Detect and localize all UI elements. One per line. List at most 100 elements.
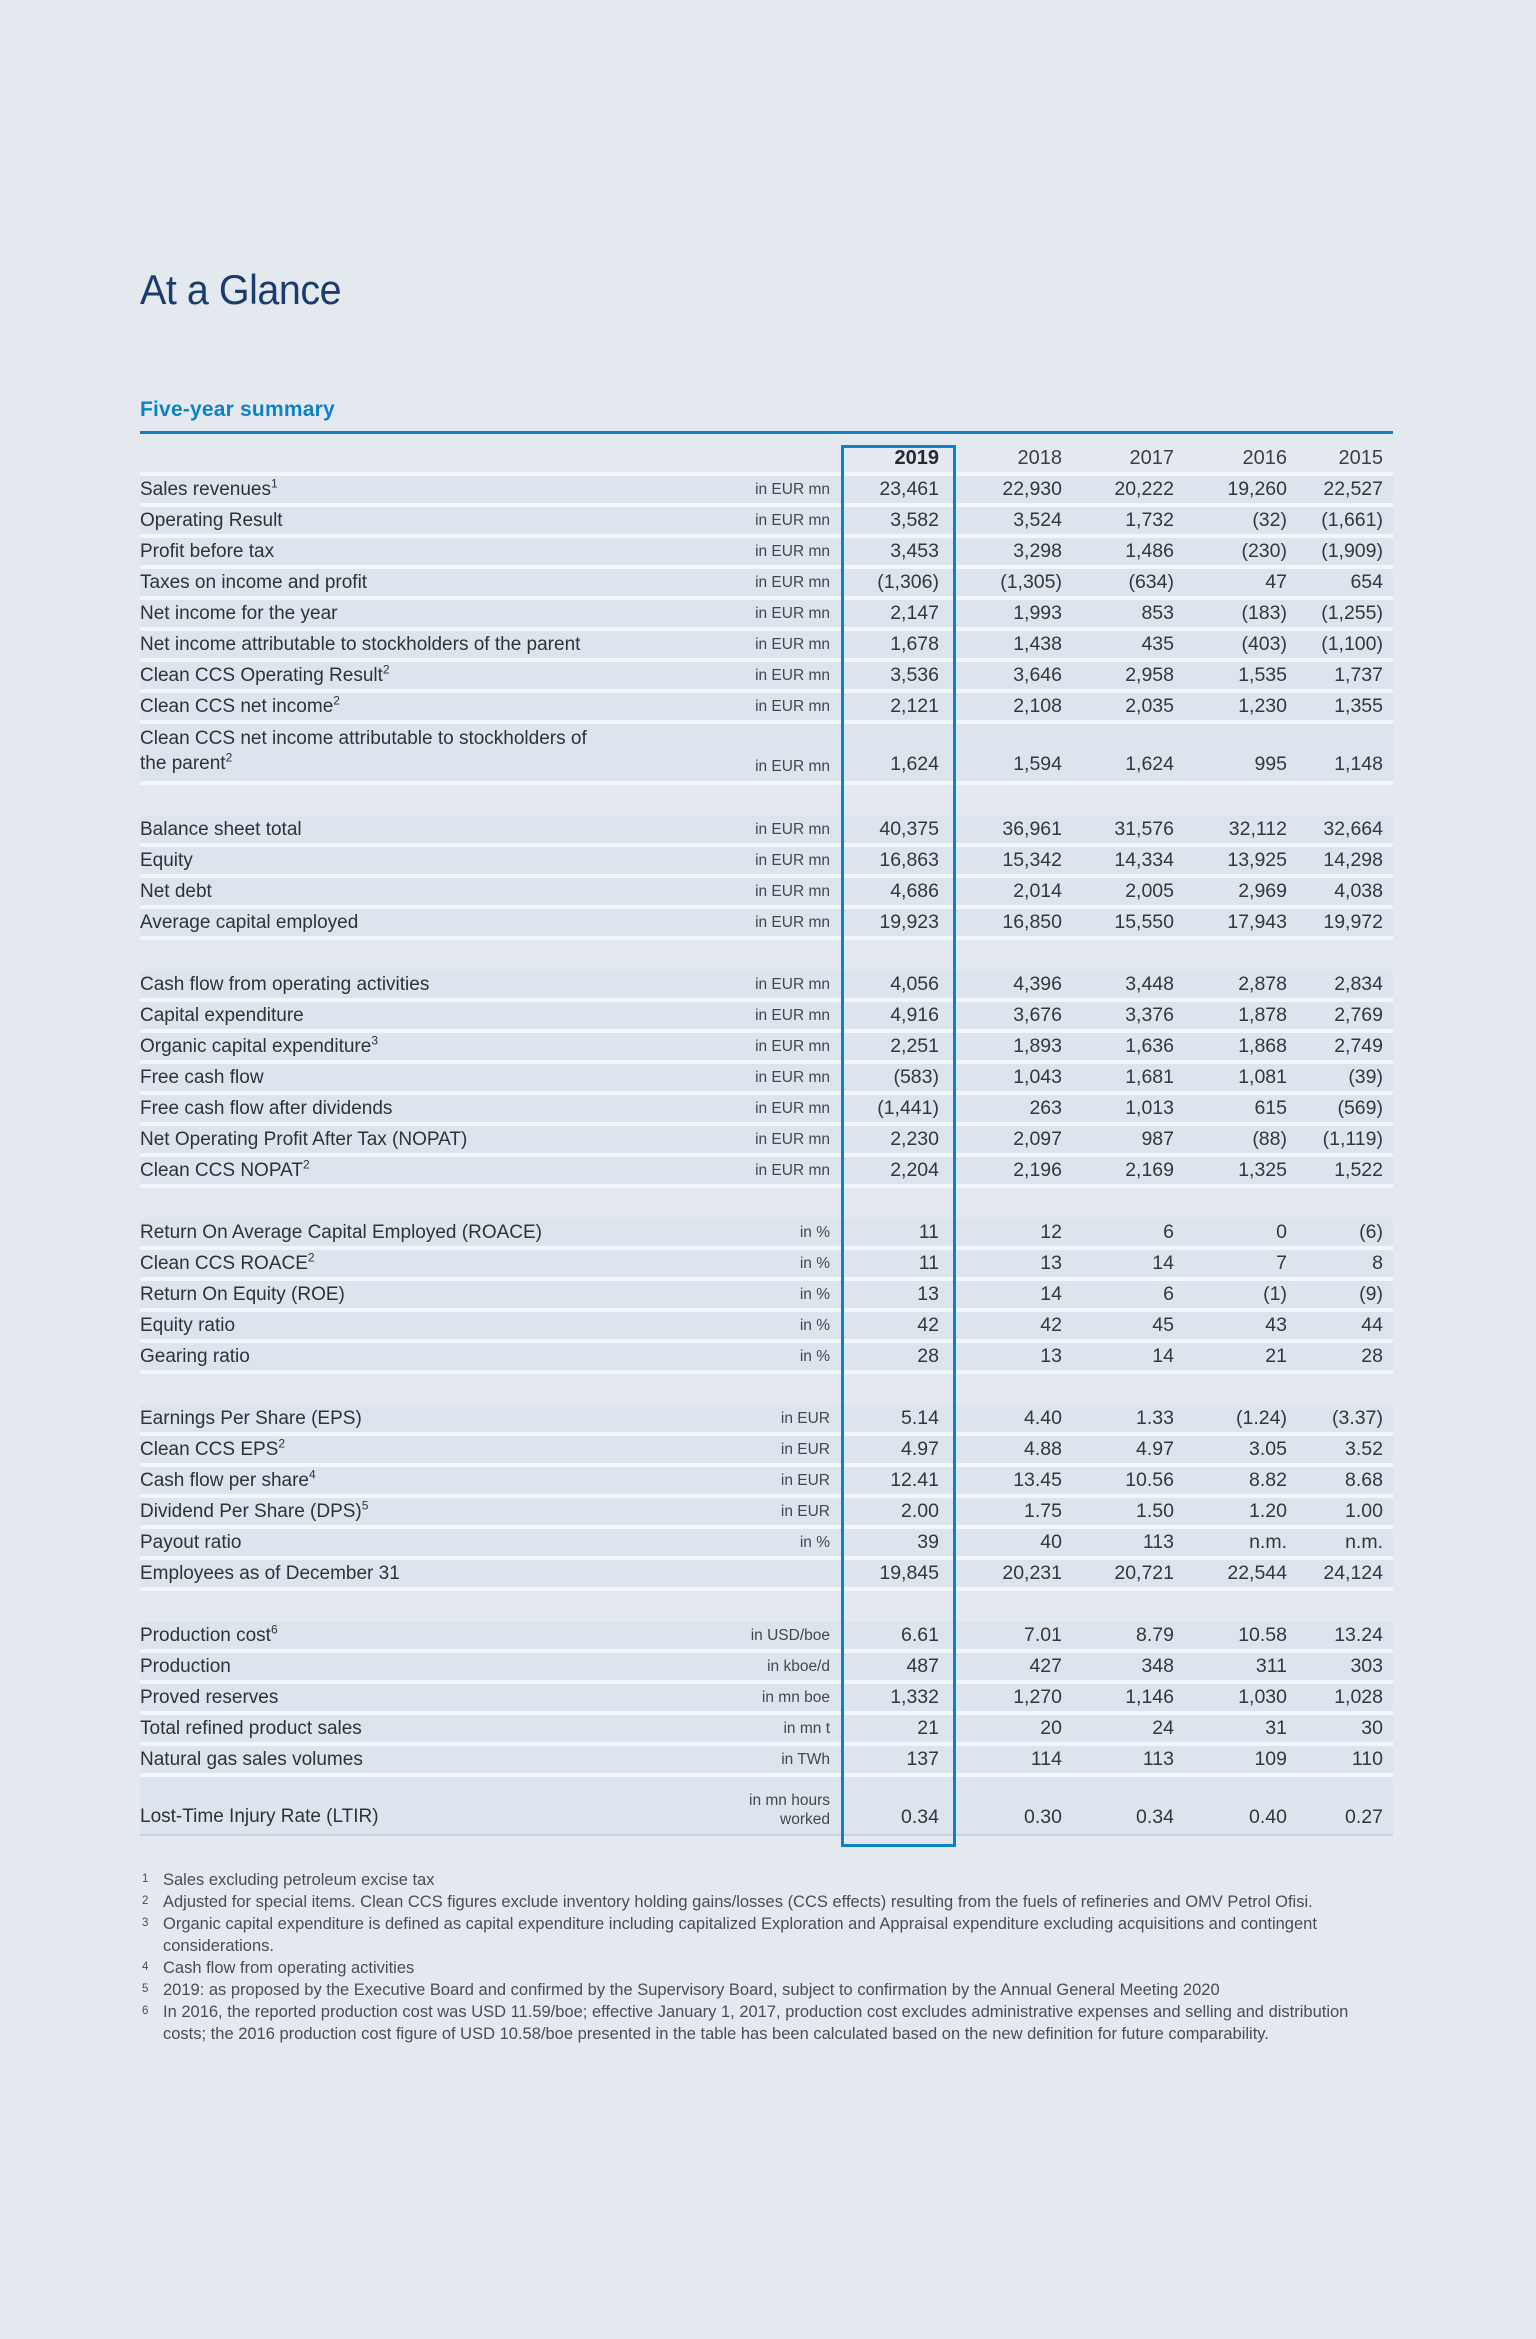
row-value-2016: 10.58 xyxy=(1174,1622,1287,1653)
row-value-2018: 2,014 xyxy=(956,878,1062,909)
footnote-text: Adjusted for special items. Clean CCS fi… xyxy=(163,1893,1313,1911)
row-value-2019: 13 xyxy=(843,1281,956,1312)
row-label: Natural gas sales volumes xyxy=(140,1746,690,1777)
row-unit: in EUR mn xyxy=(690,600,843,631)
row-value-2019: 23,461 xyxy=(843,476,956,507)
row-value-2019: 0.34 xyxy=(843,1777,956,1836)
table-row: Capital expenditure in EUR mn 4,916 3,676 3,… xyxy=(140,1002,1393,1033)
row-label: Average capital employed xyxy=(140,909,690,940)
label-superscript: 2 xyxy=(225,750,233,765)
table-row: Average capital employed in EUR mn 19,923 1… xyxy=(140,909,1393,940)
row-value-2018: 3,524 xyxy=(956,507,1062,538)
row-value-2016: (1.24) xyxy=(1174,1405,1287,1436)
row-value-2016: (230) xyxy=(1174,538,1287,569)
row-value-2015: (569) xyxy=(1287,1095,1393,1126)
row-value-2016: (32) xyxy=(1174,507,1287,538)
row-value-2018: 1.75 xyxy=(956,1498,1062,1529)
row-value-2016: 3.05 xyxy=(1174,1436,1287,1467)
row-unit: in EUR mn xyxy=(690,631,843,662)
table-row: Employees as of December 31 19,845 20,231 2… xyxy=(140,1560,1393,1591)
row-value-2018: 36,961 xyxy=(956,816,1062,847)
table-row: Sales revenues1 in EUR mn 23,461 22,930 20,2… xyxy=(140,476,1393,507)
row-value-2016: (1) xyxy=(1174,1281,1287,1312)
row-value-2016: n.m. xyxy=(1174,1529,1287,1560)
row-value-2018: 13 xyxy=(956,1343,1062,1374)
row-value-2019: 4,916 xyxy=(843,1002,956,1033)
row-value-2015: 8 xyxy=(1287,1250,1393,1281)
table-row: Net debt in EUR mn 4,686 2,014 2,005 2,969 4,0… xyxy=(140,878,1393,909)
row-value-2016: 1,081 xyxy=(1174,1064,1287,1095)
row-unit: in EUR mn xyxy=(690,847,843,878)
row-label: Total refined product sales xyxy=(140,1715,690,1746)
row-unit: in % xyxy=(690,1529,843,1560)
row-value-2015: (6) xyxy=(1287,1219,1393,1250)
row-value-2019: 19,923 xyxy=(843,909,956,940)
row-value-2019: 2,230 xyxy=(843,1126,956,1157)
row-value-2016: 1,325 xyxy=(1174,1157,1287,1188)
row-label: Earnings Per Share (EPS) xyxy=(140,1405,690,1436)
row-value-2018: 13 xyxy=(956,1250,1062,1281)
row-label: Clean CCS Operating Result2 xyxy=(140,662,690,693)
row-unit: in EUR mn xyxy=(690,909,843,940)
row-value-2018: 2,196 xyxy=(956,1157,1062,1188)
row-unit: in % xyxy=(690,1219,843,1250)
row-value-2017: 31,576 xyxy=(1062,816,1174,847)
row-value-2015: (1,909) xyxy=(1287,538,1393,569)
row-value-2019: 1,332 xyxy=(843,1684,956,1715)
row-unit: in EUR mn xyxy=(690,476,843,507)
footnote-text: 2019: as proposed by the Executive Board… xyxy=(163,1981,1220,1999)
row-value-2017: 24 xyxy=(1062,1715,1174,1746)
footnote-text: Cash flow from operating activities xyxy=(163,1959,415,1977)
row-value-2016: 2,969 xyxy=(1174,878,1287,909)
five-year-table: 2019 2018 2017 2016 2015 Sales revenues1 in EU… xyxy=(140,445,1393,1836)
year-header-row: 2019 2018 2017 2016 2015 xyxy=(140,445,1393,476)
row-value-2017: 1.33 xyxy=(1062,1405,1174,1436)
footnote-text: Sales excluding petroleum excise tax xyxy=(163,1871,435,1889)
table-row: Payout ratio in % 39 40 113 n.m. n.m. xyxy=(140,1529,1393,1560)
footnote-superscript: 3 xyxy=(142,1917,149,1929)
table-row: Natural gas sales volumes in TWh 137 114 113… xyxy=(140,1746,1393,1777)
row-label: Capital expenditure xyxy=(140,1002,690,1033)
row-value-2019: 4,686 xyxy=(843,878,956,909)
row-value-2019: 16,863 xyxy=(843,847,956,878)
row-unit: in EUR xyxy=(690,1436,843,1467)
table-row: Clean CCS net income attributable to sto… xyxy=(140,724,1393,785)
row-value-2019: 2,121 xyxy=(843,693,956,724)
row-value-2019: 4,056 xyxy=(843,971,956,1002)
row-value-2016: 0 xyxy=(1174,1219,1287,1250)
table-row: Equity ratio in % 42 42 45 43 44 xyxy=(140,1312,1393,1343)
group-spacer-cell xyxy=(140,785,1393,816)
year-header-2017: 2017 xyxy=(1062,445,1174,476)
row-value-2015: 2,749 xyxy=(1287,1033,1393,1064)
row-value-2016: 1,030 xyxy=(1174,1684,1287,1715)
row-value-2019: 2,204 xyxy=(843,1157,956,1188)
row-label: Gearing ratio xyxy=(140,1343,690,1374)
footnote-superscript: 6 xyxy=(142,2005,149,2017)
table-row: Total refined product sales in mn t 21 20 24… xyxy=(140,1715,1393,1746)
row-value-2019: 12.41 xyxy=(843,1467,956,1498)
row-unit: in EUR mn xyxy=(690,1095,843,1126)
row-value-2018: 3,298 xyxy=(956,538,1062,569)
table-row: Return On Equity (ROE) in % 13 14 6 (1) (9) xyxy=(140,1281,1393,1312)
row-label: Operating Result xyxy=(140,507,690,538)
row-unit: in EUR mn xyxy=(690,1064,843,1095)
row-value-2017: 853 xyxy=(1062,600,1174,631)
row-value-2016: 17,943 xyxy=(1174,909,1287,940)
row-value-2019: 11 xyxy=(843,1219,956,1250)
row-unit: in EUR mn xyxy=(690,1157,843,1188)
row-label: Clean CCS net income attributable to sto… xyxy=(140,724,690,785)
table-row: Proved reserves in mn boe 1,332 1,270 1,146 1… xyxy=(140,1684,1393,1715)
group-spacer-cell xyxy=(140,1188,1393,1219)
row-value-2017: 6 xyxy=(1062,1281,1174,1312)
row-unit: in EUR mn xyxy=(690,569,843,600)
row-value-2016: (183) xyxy=(1174,600,1287,631)
row-value-2015: 13.24 xyxy=(1287,1622,1393,1653)
row-value-2018: 1,438 xyxy=(956,631,1062,662)
row-unit: in % xyxy=(690,1250,843,1281)
row-value-2017: 2,005 xyxy=(1062,878,1174,909)
row-value-2018: 2,108 xyxy=(956,693,1062,724)
label-superscript: 2 xyxy=(382,662,390,677)
row-value-2015: 1,148 xyxy=(1287,724,1393,785)
row-label: Clean CCS NOPAT2 xyxy=(140,1157,690,1188)
label-superscript: 2 xyxy=(302,1157,310,1172)
